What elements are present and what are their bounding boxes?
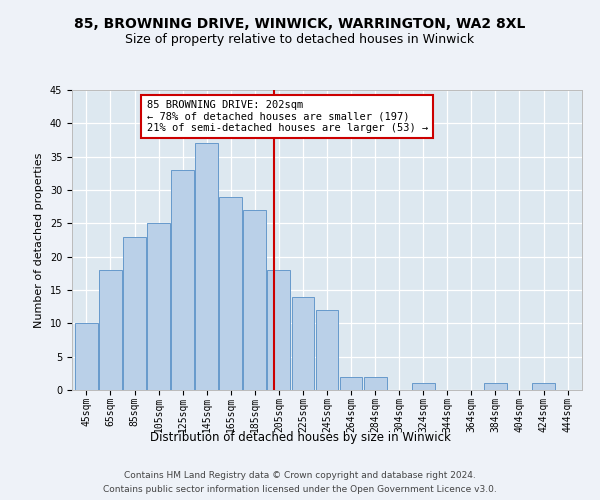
Text: Distribution of detached houses by size in Winwick: Distribution of detached houses by size … bbox=[149, 431, 451, 444]
Bar bbox=[147, 224, 170, 390]
Bar bbox=[268, 270, 290, 390]
Bar bbox=[364, 376, 386, 390]
Bar bbox=[412, 384, 434, 390]
Text: 85, BROWNING DRIVE, WINWICK, WARRINGTON, WA2 8XL: 85, BROWNING DRIVE, WINWICK, WARRINGTON,… bbox=[74, 18, 526, 32]
Bar bbox=[340, 376, 362, 390]
Bar bbox=[195, 144, 218, 390]
Bar bbox=[99, 270, 122, 390]
Bar bbox=[316, 310, 338, 390]
Bar bbox=[220, 196, 242, 390]
Bar bbox=[75, 324, 98, 390]
Bar bbox=[484, 384, 507, 390]
Bar bbox=[532, 384, 555, 390]
Text: Contains public sector information licensed under the Open Government Licence v3: Contains public sector information licen… bbox=[103, 484, 497, 494]
Bar bbox=[123, 236, 146, 390]
Text: 85 BROWNING DRIVE: 202sqm
← 78% of detached houses are smaller (197)
21% of semi: 85 BROWNING DRIVE: 202sqm ← 78% of detac… bbox=[146, 100, 428, 133]
Text: Size of property relative to detached houses in Winwick: Size of property relative to detached ho… bbox=[125, 32, 475, 46]
Bar bbox=[244, 210, 266, 390]
Text: Contains HM Land Registry data © Crown copyright and database right 2024.: Contains HM Land Registry data © Crown c… bbox=[124, 472, 476, 480]
Y-axis label: Number of detached properties: Number of detached properties bbox=[34, 152, 44, 328]
Bar bbox=[292, 296, 314, 390]
Bar bbox=[171, 170, 194, 390]
